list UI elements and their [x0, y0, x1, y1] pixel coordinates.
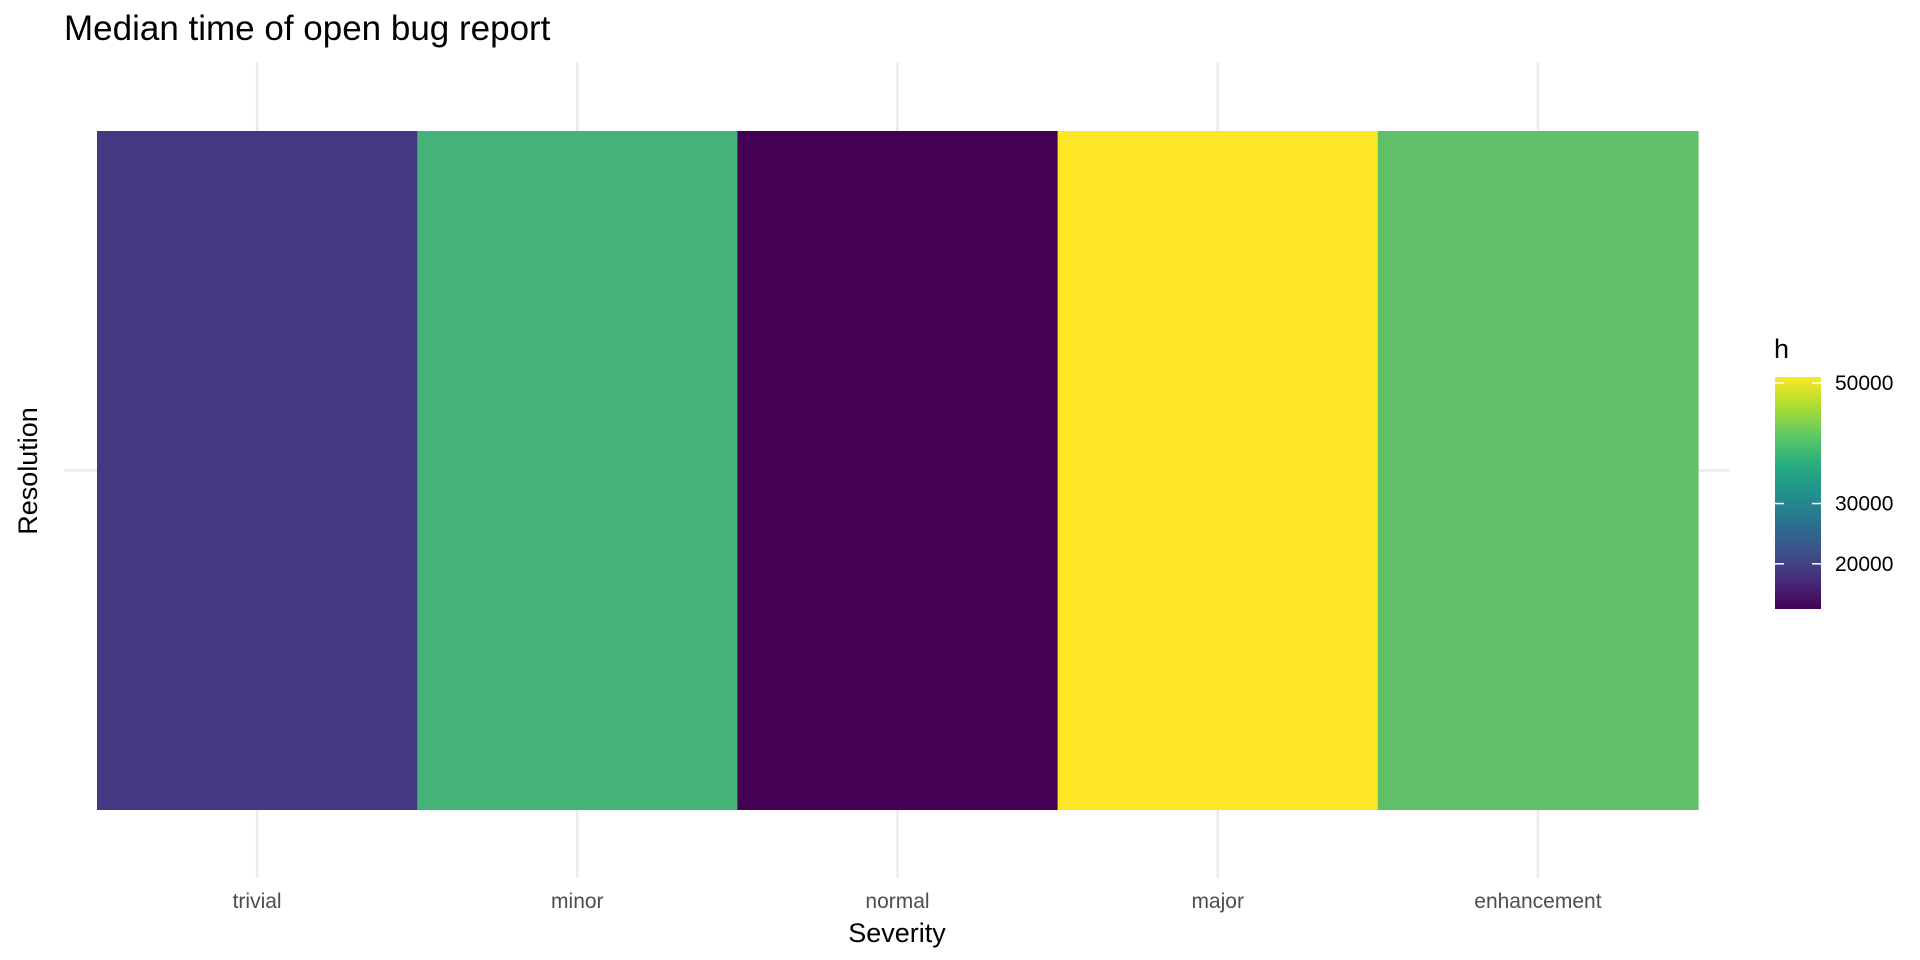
x-tick-label: normal	[865, 890, 929, 913]
y-axis-title: Resolution	[13, 407, 43, 535]
legend-tick-label: 30000	[1835, 493, 1893, 516]
legend: h 20000 30000 50000	[1774, 334, 1893, 609]
x-tick-label: trivial	[233, 890, 282, 913]
chart-title: Median time of open bug report	[64, 9, 551, 48]
x-tick-label: major	[1191, 890, 1244, 913]
x-tick-labels: trivial minor normal major enhancement	[233, 890, 1602, 913]
heatmap-tile-minor	[417, 131, 738, 810]
heatmap-tile-major	[1057, 131, 1379, 810]
legend-title: h	[1774, 334, 1789, 364]
legend-tick-label: 50000	[1835, 372, 1893, 395]
heatmap-tile-enhancement	[1377, 131, 1699, 810]
x-tick-label: minor	[551, 890, 604, 913]
x-axis-title: Severity	[848, 918, 946, 948]
legend-colorbar	[1775, 377, 1821, 609]
x-tick-label: enhancement	[1474, 890, 1601, 913]
legend-ticks: 20000 30000 50000	[1775, 372, 1893, 576]
heatmap-tiles	[97, 131, 1699, 810]
heatmap-tile-normal	[737, 131, 1059, 810]
legend-tick-label: 20000	[1835, 553, 1893, 576]
heatmap-tile-trivial	[97, 131, 418, 810]
